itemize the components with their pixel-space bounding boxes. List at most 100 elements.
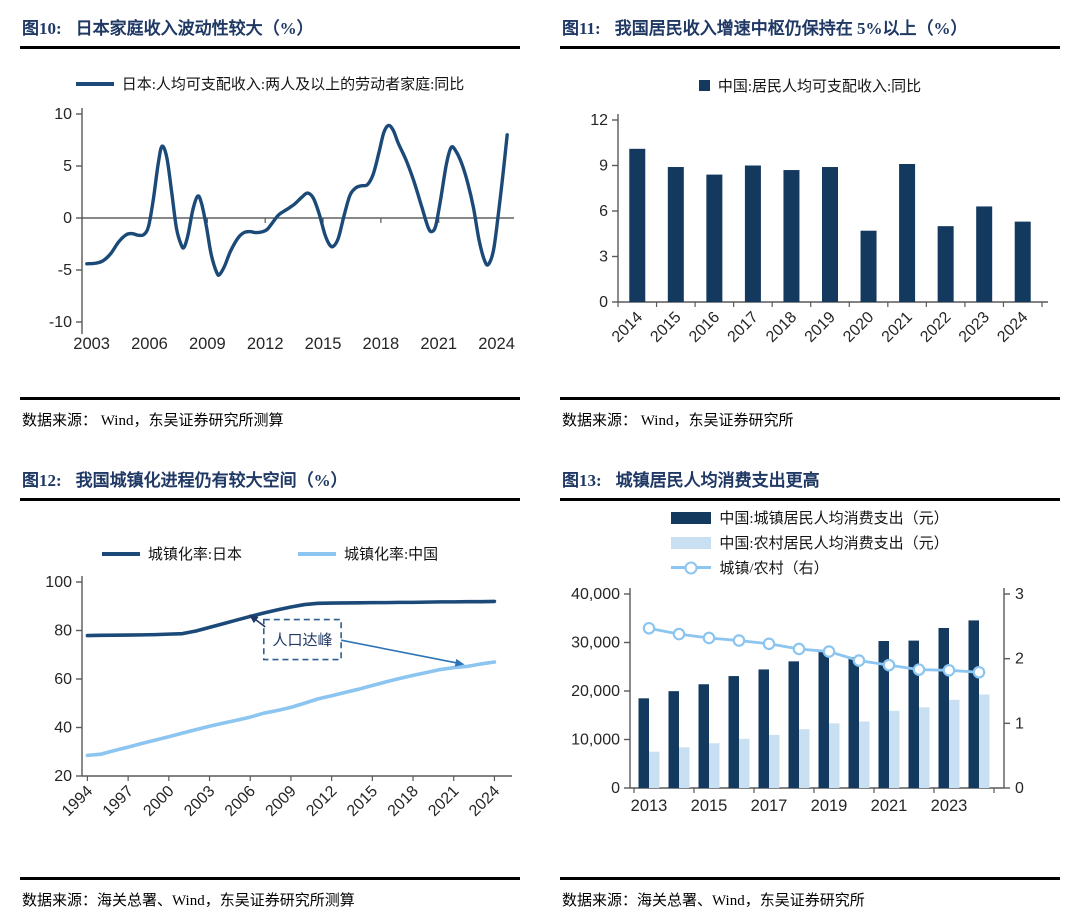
line-series-japan-income	[85, 123, 509, 278]
ratio-marker	[642, 621, 656, 635]
svg-text:2015: 2015	[691, 797, 728, 815]
source-text: 数据来源： Wind，东吴证券研究所	[562, 413, 794, 429]
bar-swatch-icon	[671, 511, 712, 524]
figure-10-title: 日本家庭收入波动性较大（%）	[75, 19, 314, 38]
svg-text:2024: 2024	[994, 309, 1031, 346]
ratio-marker	[762, 637, 776, 651]
bar-series-china-income	[629, 148, 1031, 302]
urban-bar	[938, 627, 949, 788]
japan-income-line-chart: -10 -5 0 5 10 2003 2006 2009 2012 2015 2018 2021 202…	[49, 106, 515, 353]
svg-text:2003: 2003	[73, 335, 110, 353]
figure-11-title-row: 图11: 我国居民收入增速中枢仍保持在 5%以上（%）	[560, 6, 1060, 49]
line-swatch-icon	[298, 551, 336, 556]
rural-bar	[799, 729, 810, 788]
svg-text:2012: 2012	[303, 783, 340, 820]
legend-item: 城镇/农村（右）	[671, 557, 829, 578]
svg-text:2021: 2021	[425, 783, 462, 820]
svg-text:60: 60	[54, 671, 72, 688]
urban-bar	[908, 640, 919, 788]
svg-text:6: 6	[599, 203, 608, 220]
legend-item: 中国:农村居民人均消费支出（元）	[671, 532, 949, 553]
svg-text:2018: 2018	[363, 335, 400, 353]
urban-bar	[668, 691, 679, 788]
bar	[629, 148, 646, 302]
rural-bar	[889, 710, 900, 788]
figure-panel-10: 图10: 日本家庭收入波动性较大（%） 日本:人均可支配收入:两人及以上的劳动者…	[20, 6, 520, 430]
figure-11-source: 数据来源： Wind，东吴证券研究所	[560, 397, 1060, 430]
svg-text:2024: 2024	[466, 783, 503, 820]
svg-text:2009: 2009	[263, 783, 300, 820]
consumption-combo-chart: 0 10,000 20,000 30,000 40,000 0 1 2 3 2013 2015 201…	[571, 586, 1024, 815]
legend-label: 城镇/农村（右）	[719, 561, 829, 577]
svg-text:100: 100	[45, 574, 72, 591]
bar	[744, 165, 761, 302]
figure-12-title-row: 图12: 我国城镇化进程仍有较大空间（%）	[20, 458, 520, 501]
bar-swatch-icon	[671, 536, 712, 549]
rural-bar	[979, 694, 990, 788]
bar	[860, 230, 877, 302]
axes: -10 -5 0 5 10 2003 2006 2009 2012 2015 2018 2021 202…	[49, 106, 515, 353]
svg-text:0: 0	[1015, 780, 1024, 797]
svg-text:2015: 2015	[647, 309, 684, 346]
legend-item: 城镇化率:中国	[298, 543, 438, 564]
svg-text:30,000: 30,000	[571, 635, 620, 652]
svg-text:3: 3	[599, 249, 608, 266]
rural-bar	[709, 743, 720, 788]
svg-text:2006: 2006	[222, 783, 259, 820]
svg-text:2006: 2006	[131, 335, 168, 353]
svg-text:40: 40	[54, 720, 72, 737]
rural-bar	[649, 751, 660, 788]
square-swatch-icon	[698, 80, 710, 91]
svg-text:人口达峰: 人口达峰	[272, 632, 332, 649]
bar	[899, 163, 916, 302]
svg-text:20: 20	[54, 768, 72, 785]
bar-series-consumption	[638, 620, 990, 788]
urban-bar	[728, 676, 739, 788]
bar	[783, 170, 800, 302]
axes: 0 10,000 20,000 30,000 40,000 0 1 2 3 2013 2015 201…	[571, 586, 1024, 815]
bar	[976, 206, 993, 302]
ratio-marker	[822, 645, 836, 658]
legend-label: 城镇化率:日本	[147, 547, 242, 563]
ratio-line-series	[642, 621, 986, 679]
ratio-marker	[792, 642, 806, 656]
legend-item: 中国:居民人均可支配收入:同比	[698, 75, 921, 96]
figure-13-title: 城镇居民人均消费支出更高	[615, 471, 820, 490]
figure-11-title: 我国居民收入增速中枢仍保持在 5%以上（%）	[614, 19, 968, 38]
figure-11-label: 图11:	[562, 19, 601, 38]
rural-bar	[919, 707, 930, 788]
urban-bar	[698, 684, 709, 788]
rural-bar	[949, 699, 960, 788]
svg-text:2023: 2023	[956, 309, 993, 346]
svg-text:5: 5	[63, 158, 72, 175]
legend-item: 日本:人均可支配收入:两人及以上的劳动者家庭:同比	[75, 73, 464, 94]
bar	[706, 174, 723, 302]
figure-grid: 图10: 日本家庭收入波动性较大（%） 日本:人均可支配收入:两人及以上的劳动者…	[20, 6, 1060, 910]
svg-text:-5: -5	[58, 262, 72, 279]
svg-text:2003: 2003	[181, 783, 218, 820]
figure-13-label: 图13:	[562, 471, 602, 490]
figure-10-label: 图10:	[22, 19, 62, 38]
svg-text:2019: 2019	[802, 309, 839, 346]
urban-bar	[788, 661, 799, 788]
rural-bar	[679, 747, 690, 788]
ratio-marker	[942, 664, 956, 677]
urban-bar	[758, 669, 769, 788]
source-text: 数据来源：海关总署、Wind，东吴证券研究所	[562, 893, 865, 909]
population-peak-annotation: 人口达峰	[248, 614, 465, 667]
svg-text:2018: 2018	[763, 309, 800, 346]
figure-11-legend: 中国:居民人均可支配收入:同比	[560, 75, 1060, 96]
line-swatch-icon	[75, 81, 114, 86]
svg-text:9: 9	[599, 158, 608, 175]
figure-13-source: 数据来源：海关总署、Wind，东吴证券研究所	[560, 877, 1060, 910]
legend-item: 中国:城镇居民人均消费支出（元）	[671, 507, 949, 528]
figure-13-legend: 中国:城镇居民人均消费支出（元） 中国:农村居民人均消费支出（元） 城镇/农村（…	[671, 507, 949, 578]
svg-text:2021: 2021	[420, 335, 457, 353]
svg-text:-10: -10	[49, 314, 72, 331]
bar	[667, 167, 684, 302]
svg-text:10,000: 10,000	[571, 732, 620, 749]
rural-bar	[829, 723, 840, 788]
line-swatch-icon	[101, 551, 140, 556]
svg-text:2023: 2023	[931, 797, 968, 815]
